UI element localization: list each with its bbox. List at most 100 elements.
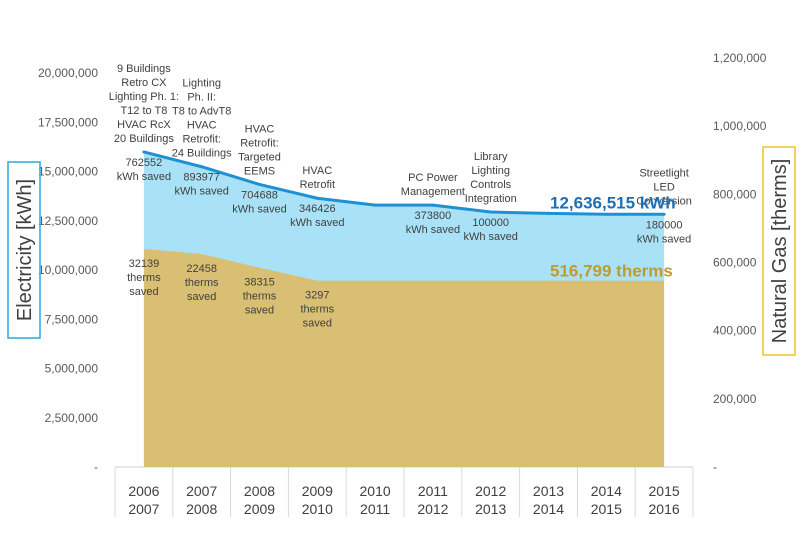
project-annotation-line: 9 Buildings: [117, 63, 171, 75]
project-annotation-line: HVAC: [187, 120, 217, 132]
kwh-saved-label: 100000: [472, 217, 509, 229]
electricity-point: [258, 182, 261, 186]
kwh-saved-label: 762552: [126, 157, 163, 169]
project-annotation-line: 24 Buildings: [172, 148, 232, 160]
therms-saved-label: therms: [185, 277, 219, 289]
left-tick-label: 2,500,000: [45, 411, 99, 425]
project-annotation-line: T12 to T8: [120, 105, 167, 117]
electricity-point: [142, 150, 146, 154]
project-annotation-line: HVAC: [302, 165, 332, 177]
left-tick-label: -: [94, 460, 98, 474]
therms-saved-label: 32139: [129, 258, 160, 270]
kwh-saved-label: kWh saved: [637, 233, 691, 245]
category-label-top: 2010: [360, 483, 391, 499]
right-axis-title: Natural Gas [therms]: [762, 146, 796, 356]
kwh-saved-label: 346426: [299, 203, 336, 215]
project-annotation-line: Targeted: [238, 151, 281, 163]
project-annotation-line: Library: [474, 151, 508, 163]
therms-saved-label: therms: [300, 304, 334, 316]
therms-saved-label: 3297: [305, 290, 329, 302]
kwh-saved-label: kWh saved: [117, 171, 171, 183]
left-axis-title-box: [7, 161, 41, 339]
project-annotation-line: Retrofit:: [182, 134, 221, 146]
left-tick-label: 12,500,000: [38, 214, 98, 228]
category-label-bottom: 2014: [533, 501, 564, 517]
electricity-point: [315, 196, 319, 200]
electricity-total-label: 12,636,515 kWh: [550, 193, 676, 212]
electricity-point: [604, 212, 608, 216]
project-annotation-line: 20 Buildings: [114, 133, 174, 145]
axes-layer: - 2,500,000 5,000,000 7,500,000 10,000,000 12…: [38, 51, 767, 517]
right-tick-label: 800,000: [713, 187, 757, 201]
project-annotation-line: Retro CX: [121, 77, 167, 89]
electricity-point: [547, 211, 550, 215]
left-tick-label: 7,500,000: [45, 312, 99, 326]
category-label-bottom: 2009: [244, 501, 275, 517]
areas-layer: [142, 150, 666, 467]
electricity-point: [431, 203, 435, 207]
left-axis-title: Electricity [kWh]: [7, 161, 41, 339]
electricity-point: [373, 203, 377, 207]
electricity-point: [662, 212, 666, 216]
category-label-top: 2012: [475, 483, 506, 499]
left-tick-label: 5,000,000: [45, 362, 99, 376]
therms-saved-label: saved: [129, 286, 158, 298]
kwh-saved-label: kWh saved: [290, 217, 344, 229]
kwh-saved-label: kWh saved: [406, 224, 460, 236]
category-label-bottom: 2011: [360, 501, 390, 517]
category-label-top: 2007: [186, 483, 217, 499]
category-label-bottom: 2015: [591, 501, 622, 517]
project-annotation-line: Integration: [465, 193, 517, 205]
right-axis-title-text: Natural Gas [therms]: [769, 159, 791, 344]
project-annotation-line: Lighting Ph. 1:: [109, 91, 179, 103]
project-annotation-line: Retrofit:: [240, 137, 279, 149]
category-label-top: 2013: [533, 483, 564, 499]
electricity-line: [143, 150, 665, 216]
left-tick-label: 17,500,000: [38, 115, 98, 129]
project-annotation-line: EEMS: [244, 165, 275, 177]
kwh-saved-label: kWh saved: [463, 231, 517, 243]
right-tick-label: 600,000: [713, 256, 757, 270]
left-tick-label: 10,000,000: [38, 263, 98, 277]
category-label-top: 2009: [302, 483, 333, 499]
left-tick-label: 20,000,000: [38, 66, 98, 80]
electricity-point: [200, 165, 204, 169]
project-annotation-line: Conversion: [636, 195, 692, 207]
kwh-saved-label: 704688: [241, 189, 278, 201]
category-label-bottom: 2007: [128, 501, 159, 517]
category-label-bottom: 2012: [417, 501, 448, 517]
electricity-point: [489, 210, 493, 214]
category-label-top: 2014: [591, 483, 622, 499]
kwh-saved-label: kWh saved: [232, 203, 286, 215]
project-annotation-line: PC Power: [408, 172, 458, 184]
therms-saved-label: saved: [303, 318, 332, 330]
right-axis-title-box: [762, 146, 796, 356]
right-tick-label: -: [713, 460, 717, 474]
project-annotation-line: Management: [401, 186, 465, 198]
project-annotation-line: Lighting: [182, 78, 221, 90]
right-tick-label: 400,000: [713, 324, 757, 338]
therms-saved-label: therms: [243, 291, 277, 303]
category-label-bottom: 2010: [302, 501, 333, 517]
kwh-saved-label: 180000: [646, 219, 683, 231]
therms-saved-label: saved: [187, 291, 216, 303]
therms-saved-label: therms: [127, 272, 161, 284]
left-tick-label: 15,000,000: [38, 165, 98, 179]
therms-saved-label: 38315: [244, 277, 275, 289]
right-tick-label: 1,000,000: [713, 119, 767, 133]
category-label-top: 2006: [128, 483, 159, 499]
project-annotation-line: LED: [653, 181, 674, 193]
therms-saved-label: saved: [245, 305, 274, 317]
therms-saved-label: 22458: [186, 263, 217, 275]
project-annotation-line: Lighting: [471, 165, 510, 177]
project-annotation-line: HVAC: [245, 123, 275, 135]
right-tick-label: 200,000: [713, 392, 757, 406]
natural-gas-area: [143, 248, 665, 467]
project-annotation-line: Controls: [470, 179, 511, 191]
project-annotation-line: Streetlight: [639, 167, 689, 179]
project-annotation-line: HVAC RcX: [117, 119, 171, 131]
category-label-bottom: 2016: [649, 501, 680, 517]
category-label-top: 2015: [649, 483, 680, 499]
right-tick-label: 1,200,000: [713, 51, 767, 65]
